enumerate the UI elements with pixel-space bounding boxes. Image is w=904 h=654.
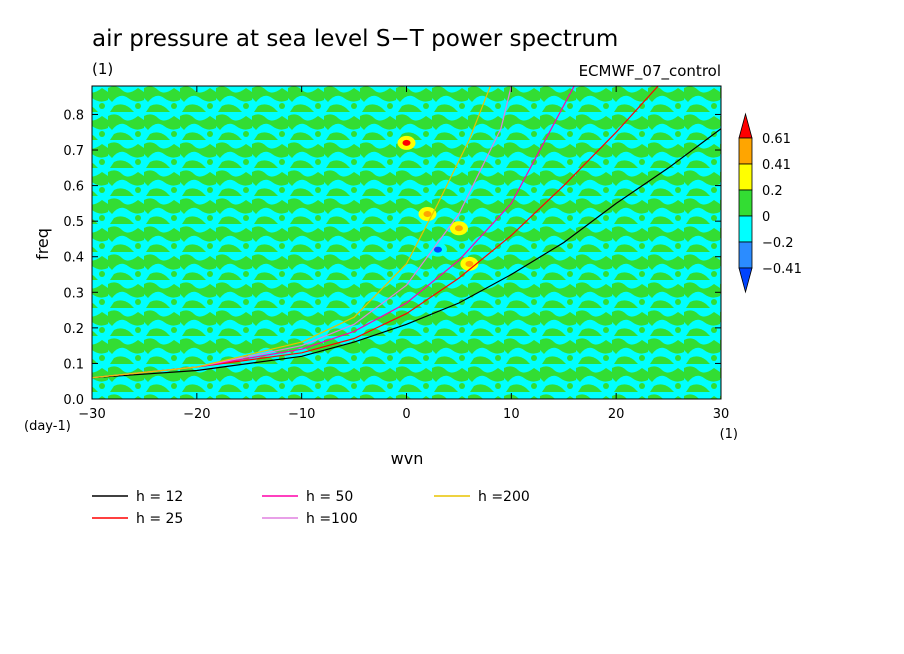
legend-label: h =100 [306,511,358,527]
x-tick-label: 0 [402,407,410,422]
dispersion-curves [92,86,721,379]
y-tick-label: 0.7 [63,144,84,159]
colorbar-segment [738,137,753,165]
colorbar-segment [738,241,753,269]
x-tick-label: 30 [713,407,730,422]
model-label: ECMWF_07_control [579,62,721,81]
colorbar-top-arrow [738,112,753,139]
chart-units: (1) [92,60,113,78]
colorbar-label: −0.41 [762,262,802,277]
x-axis-label: wvn [391,449,424,468]
hotspot-core [465,260,474,267]
colorbar: 0.61 0.41 0.2 0 −0.2 −0.41 [738,112,802,294]
x-tick-label: −20 [183,407,210,422]
y-tick-label: 0.8 [63,108,84,123]
y-tick-label: 0.0 [63,393,84,408]
spectrum-field [92,86,721,399]
colorbar-label: 0 [762,210,770,225]
colorbar-label: 0.2 [762,184,783,199]
y-axis-label: freq [33,228,52,260]
y-tick-label: 0.2 [63,322,84,337]
legend-label: h = 25 [136,511,183,527]
y-tick-label: 0.1 [63,357,84,372]
legend-label: h =200 [478,489,530,505]
hotspot-core [433,246,442,253]
x-tick-label: 20 [608,407,625,422]
y-tick-label: 0.6 [63,180,84,195]
y-tick-label: 0.5 [63,215,84,230]
colorbar-label: 0.41 [762,158,791,173]
series-line-4 [92,86,491,379]
x-tick-label: 10 [503,407,520,422]
x-axis: −30 −20 −10 0 10 20 30 [78,86,729,422]
legend: h = 12 h = 25 h = 50 h =100 h =200 [92,489,530,527]
legend-label: h = 12 [136,489,183,505]
colorbar-bottom-arrow [738,267,753,294]
y-tick-label: 0.4 [63,251,84,266]
colorbar-label: 0.61 [762,132,791,147]
chart-title: air pressure at sea level S−T power spec… [92,26,618,52]
colorbar-segment [738,189,753,217]
series-line-1 [92,86,659,379]
colorbar-segment [738,215,753,243]
y-units-label: (day-1) [24,419,71,434]
x-tick-label: −30 [78,407,105,422]
plot-area [91,85,722,400]
hotspot-core [454,225,463,232]
series-line-0 [92,128,721,379]
colorbar-segment [738,163,753,191]
colorbar-label: −0.2 [762,236,794,251]
hotspot-core [423,211,432,218]
x-units-label: (1) [720,427,738,442]
x-tick-label: −10 [288,407,315,422]
hotspot-core [402,139,411,146]
y-axis: 0.0 0.1 0.2 0.3 0.4 0.5 0.6 0.7 0.8 [63,108,721,408]
legend-label: h = 50 [306,489,353,505]
hotspot-layer [397,135,479,271]
y-tick-label: 0.3 [63,286,84,301]
